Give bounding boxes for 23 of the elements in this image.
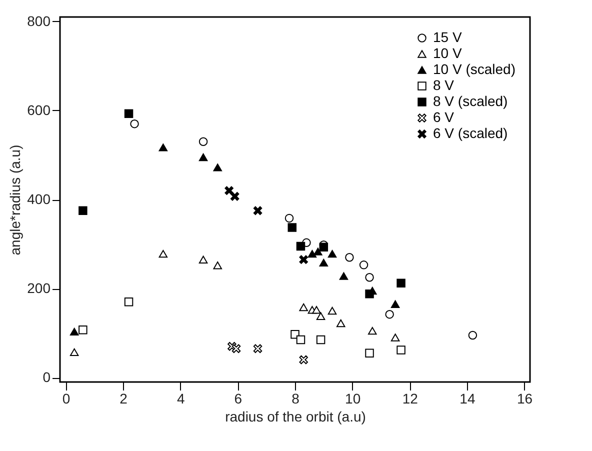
y-tick-label: 0	[42, 369, 51, 386]
x-tick-label: 6	[234, 390, 242, 406]
legend-label: 8 V (scaled)	[433, 93, 508, 109]
y-tick-label: 600	[27, 102, 51, 118]
y-tick-label: 200	[27, 280, 51, 296]
x-tick-label: 10	[345, 390, 361, 406]
legend-label: 6 V	[433, 109, 455, 125]
x-axis-title: radius of the orbit (a.u)	[225, 408, 366, 424]
legend-label: 6 V (scaled)	[433, 125, 508, 141]
x-tick-label: 8	[292, 390, 300, 406]
x-tick-label: 16	[516, 390, 533, 406]
x-tick-label: 2	[120, 390, 128, 406]
legend-label: 10 V (scaled)	[433, 61, 516, 77]
legend-label: 10 V	[433, 45, 462, 61]
legend-label: 15 V	[433, 29, 462, 45]
x-tick-label: 0	[62, 390, 70, 406]
x-tick-label: 14	[460, 390, 476, 406]
x-tick-label: 4	[176, 390, 185, 406]
x-tick-label: 12	[402, 390, 418, 406]
legend-label: 8 V	[433, 77, 455, 93]
y-axis-title: angle*radius (a.u)	[7, 144, 24, 256]
y-tick-label: 400	[27, 191, 51, 207]
y-tick-label: 800	[27, 12, 51, 29]
